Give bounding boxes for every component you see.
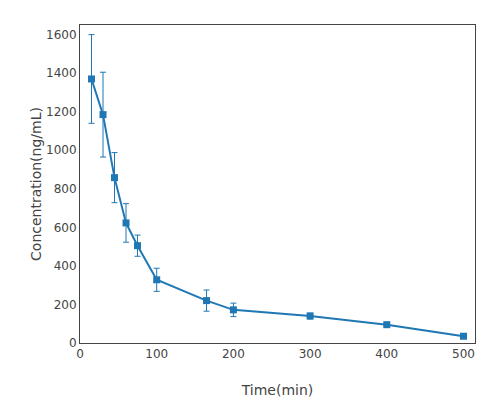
svg-text:600: 600 (54, 221, 77, 235)
svg-text:1600: 1600 (46, 28, 77, 42)
svg-text:800: 800 (54, 182, 77, 196)
svg-text:200: 200 (54, 298, 77, 312)
svg-text:1200: 1200 (46, 105, 77, 119)
svg-text:400: 400 (375, 347, 398, 361)
svg-text:Concentration(ng/mL): Concentration(ng/mL) (28, 107, 44, 261)
svg-text:0: 0 (76, 347, 84, 361)
svg-text:400: 400 (54, 259, 77, 273)
svg-text:1400: 1400 (46, 66, 77, 80)
svg-text:0: 0 (69, 336, 77, 350)
svg-text:200: 200 (222, 347, 245, 361)
svg-text:300: 300 (299, 347, 322, 361)
svg-text:1000: 1000 (46, 143, 77, 157)
svg-text:100: 100 (145, 347, 168, 361)
svg-text:Time(min): Time(min) (241, 382, 314, 398)
svg-text:500: 500 (452, 347, 475, 361)
